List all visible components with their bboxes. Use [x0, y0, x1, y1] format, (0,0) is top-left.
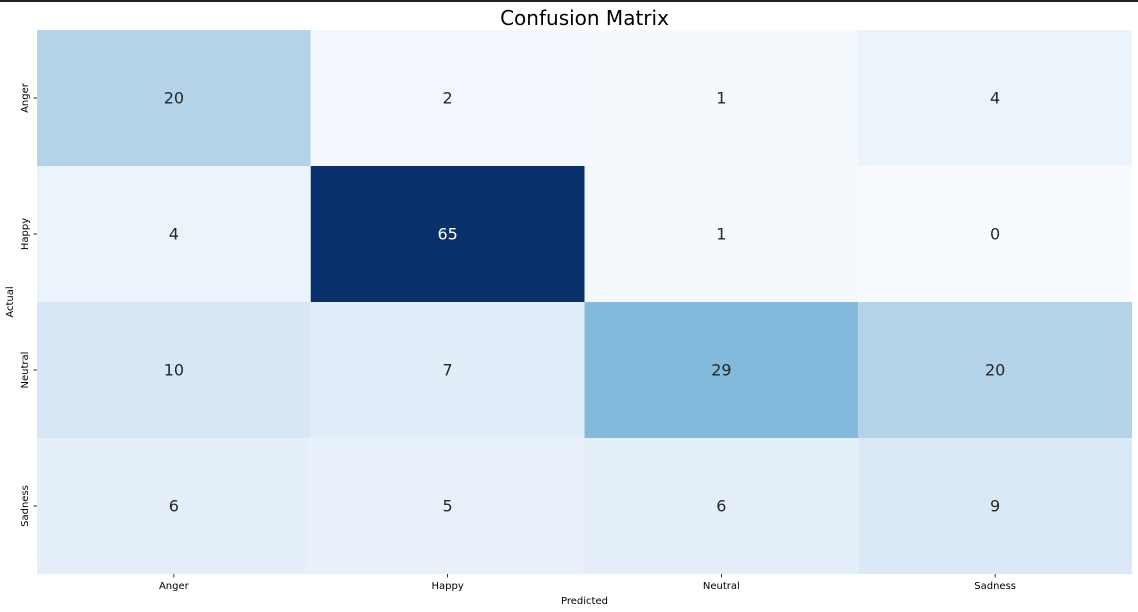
heatmap-cell — [310, 438, 585, 574]
x-tick-label: Sadness — [974, 581, 1016, 592]
heatmap-cell — [37, 30, 311, 166]
heatmap-cell — [310, 302, 585, 438]
x-axis-ticks: Anger Happy Neutral Sadness — [159, 574, 1016, 592]
heatmap-cell — [584, 166, 859, 302]
y-tick-label: Sadness — [20, 485, 31, 527]
heatmap-cell-value: 20 — [985, 361, 1005, 380]
heatmap-cell — [858, 438, 1132, 574]
heatmap-cell-value: 1 — [716, 225, 726, 244]
heatmap-cell — [310, 30, 585, 166]
heatmap-cell-value: 6 — [169, 497, 179, 516]
y-tick-label: Happy — [20, 218, 31, 250]
y-axis-label: Actual — [5, 286, 16, 317]
x-tick-label: Happy — [431, 581, 463, 592]
heatmap-cell-value: 1 — [716, 89, 726, 108]
y-axis-ticks: Anger Happy Neutral Sadness — [20, 82, 37, 527]
y-tick-label: Anger — [20, 82, 31, 113]
heatmap-cell — [310, 166, 585, 302]
heatmap-cell — [858, 30, 1132, 166]
heatmap-cell — [37, 438, 311, 574]
heatmap-cell-value: 5 — [443, 497, 453, 516]
heatmap-cell-value: 0 — [990, 225, 1000, 244]
heatmap-cell — [584, 30, 859, 166]
heatmap-cell — [858, 166, 1132, 302]
heatmap-cell-value: 65 — [437, 225, 457, 244]
heatmap-cells — [37, 30, 1132, 574]
heatmap-cell-labels: 20 2 1 44 65 1 010 7 29 206 5 6 9 — [164, 89, 1006, 516]
heatmap-cell — [858, 302, 1132, 438]
x-axis-label: Predicted — [561, 596, 608, 607]
heatmap-cell-value: 7 — [443, 361, 453, 380]
x-tick-label: Anger — [159, 581, 190, 592]
heatmap-cell-value: 9 — [990, 497, 1000, 516]
heatmap-cell-value: 10 — [164, 361, 184, 380]
x-tick-label: Neutral — [703, 581, 740, 592]
heatmap-cell — [37, 302, 311, 438]
heatmap-cell — [584, 438, 859, 574]
heatmap-cell — [37, 166, 311, 302]
heatmap-cell-value: 6 — [716, 497, 726, 516]
chart-title: Confusion Matrix — [500, 6, 669, 30]
heatmap-cell-value: 29 — [711, 361, 731, 380]
y-tick-label: Neutral — [20, 352, 31, 389]
heatmap-cell-value: 20 — [164, 89, 184, 108]
heatmap-cell-value: 4 — [169, 225, 179, 244]
heatmap-cell — [584, 302, 859, 438]
heatmap-cell-value: 4 — [990, 89, 1000, 108]
heatmap-cell-value: 2 — [443, 89, 453, 108]
top-border — [0, 0, 1138, 2]
